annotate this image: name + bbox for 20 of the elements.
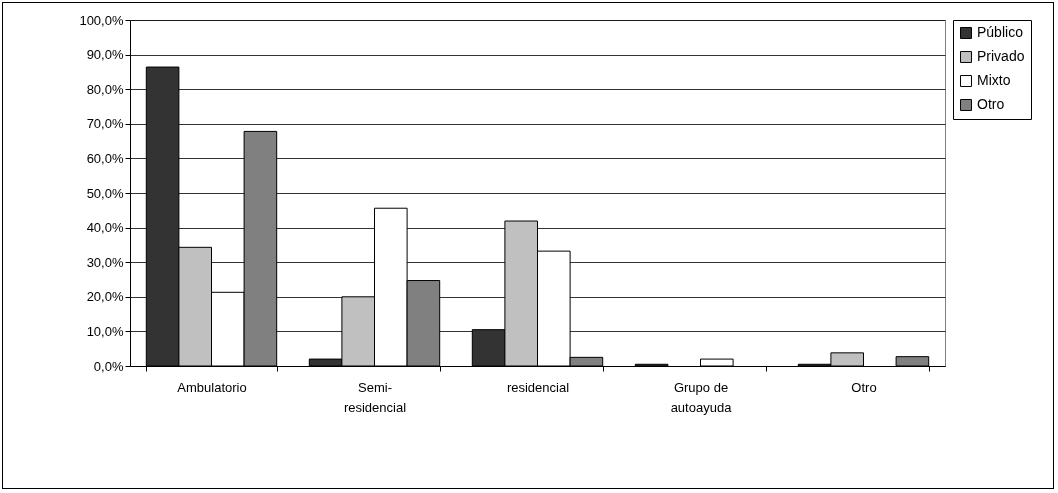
y-tick-label: 50,0% bbox=[86, 185, 124, 201]
x-tick-label: Otro bbox=[851, 379, 877, 395]
x-tick-label: residencial bbox=[506, 379, 570, 395]
legend-label: Público bbox=[977, 24, 1024, 40]
y-tick-label: 20,0% bbox=[86, 289, 124, 305]
legend-label: Privado bbox=[977, 48, 1025, 64]
legend-label: Otro bbox=[977, 96, 1005, 112]
y-tick-label: 0,0% bbox=[93, 358, 124, 374]
y-tick-label: 10,0% bbox=[86, 323, 124, 339]
y-tick-label: 100,0% bbox=[79, 12, 124, 28]
legend-label: Mixto bbox=[977, 72, 1011, 88]
y-tick-label: 90,0% bbox=[86, 47, 124, 63]
x-tick-label: Semi-residencial bbox=[343, 379, 407, 415]
y-tick-label: 80,0% bbox=[86, 81, 124, 97]
y-tick-label: 70,0% bbox=[86, 116, 124, 132]
x-tick-label: Ambulatorio bbox=[177, 379, 247, 395]
x-tick-label: Grupo de autoayuda bbox=[670, 379, 733, 415]
y-tick-label: 30,0% bbox=[86, 254, 124, 270]
y-tick-label: 60,0% bbox=[86, 150, 124, 166]
y-tick-label: 40,0% bbox=[86, 220, 124, 236]
